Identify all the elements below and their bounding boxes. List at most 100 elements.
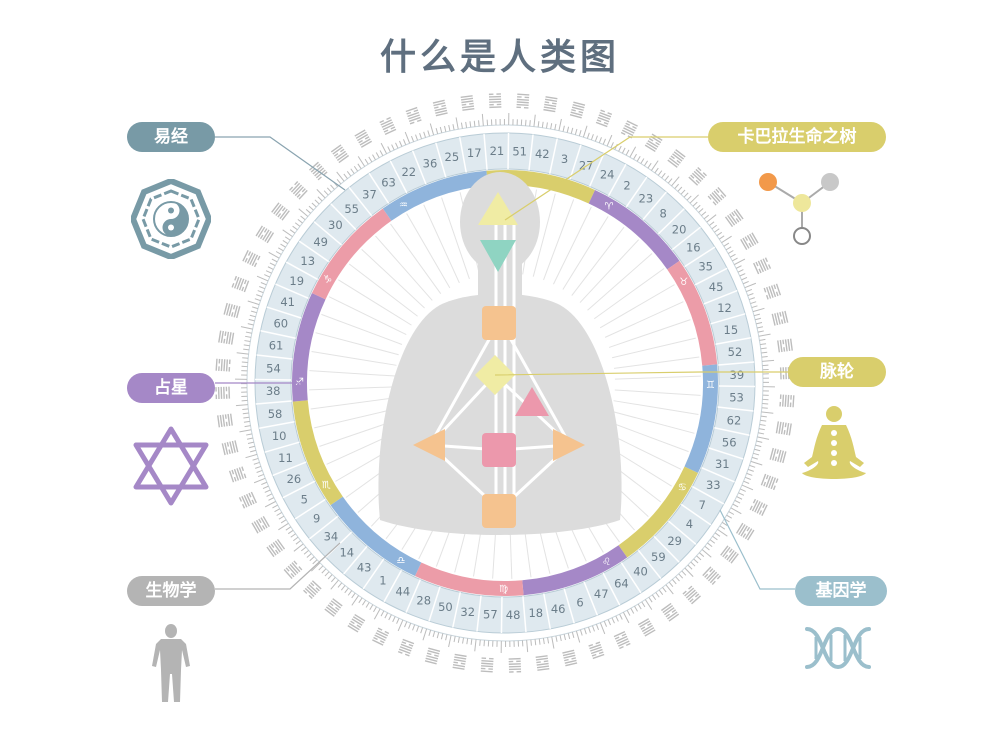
- hexagram-glyph: [724, 208, 744, 228]
- gate-number: 64: [614, 577, 629, 591]
- gate-number: 6: [576, 596, 583, 610]
- gate-number: 15: [724, 323, 739, 337]
- hexagram-glyph: [330, 144, 350, 164]
- hexagram-glyph: [231, 275, 250, 293]
- hexagram-glyph: [777, 338, 793, 353]
- star-of-david-icon: [133, 426, 209, 506]
- heart-center: [515, 387, 549, 416]
- hexagram-glyph: [238, 491, 257, 509]
- gate-number: 44: [396, 584, 411, 598]
- hexagram-glyph: [228, 466, 247, 483]
- gate-number: 42: [535, 147, 550, 161]
- hexagram-glyph: [289, 181, 308, 200]
- hexagram-glyph: [595, 109, 613, 128]
- solar-plexus-center: [553, 429, 585, 461]
- hexagram-glyph: [397, 638, 415, 657]
- zodiac-glyph: ♍: [499, 584, 508, 595]
- gate-number: 28: [416, 593, 431, 607]
- spleen-center: [413, 429, 445, 461]
- gate-number: 29: [667, 534, 682, 548]
- gate-number: 38: [266, 384, 281, 398]
- hexagram-glyph: [347, 613, 366, 633]
- gate-number: 56: [722, 436, 737, 450]
- hexagram-glyph: [255, 225, 275, 244]
- label-connectors: [215, 136, 795, 590]
- hexagram-glyph: [424, 647, 441, 665]
- hexagram-glyph: [251, 515, 270, 534]
- gate-number: 53: [729, 391, 744, 405]
- gate-number: 11: [278, 451, 293, 465]
- hexagram-glyph: [771, 310, 789, 326]
- hexagram-glyph: [749, 498, 768, 516]
- hexagram-glyph: [215, 358, 231, 372]
- hexagram-glyph: [452, 653, 467, 670]
- gate-number: 23: [639, 192, 654, 206]
- hexagram-ring: [215, 93, 795, 673]
- hexagram-glyph: [775, 421, 792, 436]
- gate-number: 51: [512, 144, 527, 158]
- gate-number: 33: [706, 478, 721, 492]
- gate-number: 20: [672, 223, 687, 237]
- zodiac-glyph: ♏: [322, 480, 331, 491]
- gate-number: 2: [623, 179, 630, 193]
- gate-number: 4: [686, 517, 693, 531]
- zodiac-segment: [522, 545, 628, 596]
- gate-number: 7: [699, 498, 706, 512]
- gate-number: 49: [313, 235, 328, 249]
- zodiac-segment: [311, 208, 392, 300]
- gate-number: 50: [438, 600, 453, 614]
- zodiac-segment: [292, 400, 343, 506]
- hexagram-glyph: [667, 149, 686, 168]
- hexagram-glyph: [707, 187, 727, 206]
- hexagram-glyph: [562, 649, 578, 667]
- gate-number: 26: [287, 472, 302, 486]
- astrology-label: 占星: [127, 373, 215, 403]
- gate-number: 55: [344, 202, 359, 216]
- gate-number: 25: [445, 150, 460, 164]
- hexagram-glyph: [740, 232, 759, 251]
- sacral-center: [482, 433, 516, 467]
- zodiac-glyph: ♑: [323, 275, 332, 286]
- gate-number: 54: [266, 361, 281, 375]
- hexagram-glyph: [660, 602, 680, 622]
- gate-number: 59: [651, 550, 666, 564]
- hexagram-glyph: [682, 585, 701, 605]
- throat-center: [482, 306, 516, 340]
- hexagram-glyph: [735, 522, 755, 541]
- hexagram-glyph: [569, 101, 586, 119]
- hexagram-glyph: [508, 657, 522, 673]
- gate-number: 57: [483, 608, 498, 622]
- hexagram-glyph: [283, 560, 303, 579]
- hexagram-glyph: [223, 302, 241, 319]
- zodiac-segment: [588, 189, 680, 270]
- hexagram-glyph: [753, 257, 772, 275]
- gate-number: 62: [727, 413, 742, 427]
- hexagram-tick-ring: [235, 113, 775, 653]
- gate-number: 22: [401, 165, 416, 179]
- gate-number: 18: [528, 606, 543, 620]
- hexagram-glyph: [488, 93, 502, 109]
- hexagram-glyph: [769, 447, 787, 464]
- root-center: [482, 494, 516, 528]
- head-center: [478, 192, 518, 225]
- gate-number: 16: [686, 240, 701, 254]
- zodiac-segment: [684, 364, 718, 474]
- zodiac-glyph: ♒: [399, 200, 408, 211]
- hexagram-glyph: [720, 545, 739, 564]
- hexagram-glyph: [535, 655, 550, 671]
- zodiac-glyph: ♎: [397, 556, 406, 567]
- gate-number: 32: [460, 605, 475, 619]
- zodiac-glyph: ♋: [678, 482, 687, 493]
- zodiac-segment: [414, 562, 524, 596]
- hexagram-glyph: [372, 627, 390, 646]
- meditation-icon: [802, 406, 866, 479]
- hexagram-glyph: [266, 538, 286, 558]
- gate-number: 13: [300, 254, 315, 268]
- gate-number: 58: [268, 407, 283, 421]
- biology-label: 生物学: [127, 576, 215, 606]
- hexagram-glyph: [354, 129, 373, 148]
- zodiac-ring: ♓♈♉♊♋♌♍♎♏♐♑♒: [292, 169, 718, 596]
- human-figure-icon: [152, 624, 190, 702]
- gate-number: 43: [357, 560, 372, 574]
- gate-number: 45: [709, 280, 724, 294]
